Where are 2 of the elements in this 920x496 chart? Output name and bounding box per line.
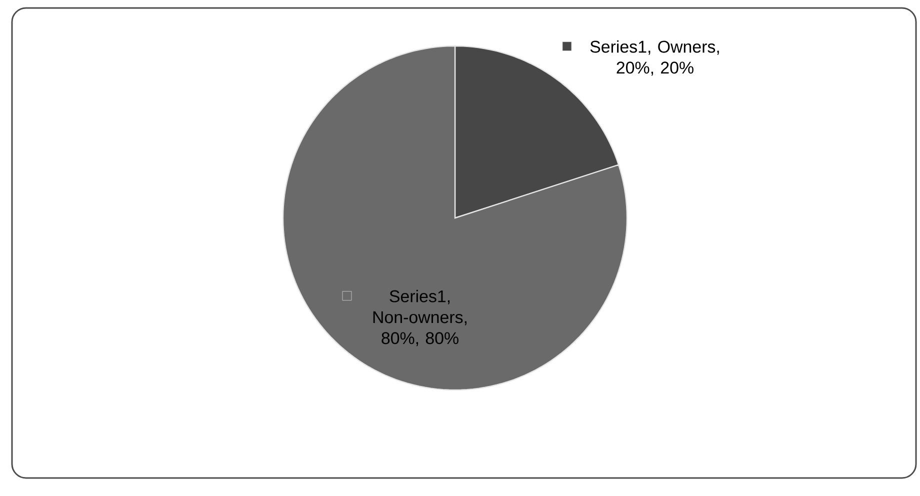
data-label: Series1, Owners, 20%, 20% (590, 40, 719, 76)
data-label: Series1, Non-owners, 80%, 80% (373, 290, 466, 346)
